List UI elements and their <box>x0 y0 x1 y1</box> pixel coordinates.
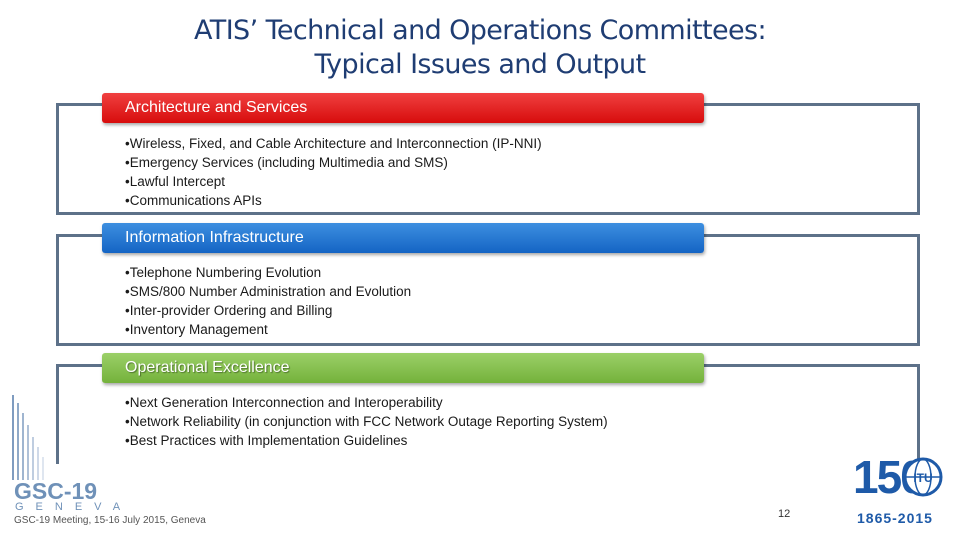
list-item: Inter-provider Ordering and Billing <box>125 301 411 320</box>
slide-title-line-2: Typical Issues and Output <box>314 49 646 80</box>
list-item: SMS/800 Number Administration and Evolut… <box>125 282 411 301</box>
list-item: Wireless, Fixed, and Cable Architecture … <box>125 134 542 153</box>
gsc-bars-icon <box>12 395 44 480</box>
itu-dates: 1865-2015 <box>857 510 933 526</box>
slide-title: ATIS’ Technical and Operations Committee… <box>120 14 840 82</box>
list-item: Inventory Management <box>125 320 411 339</box>
list-item: Telephone Numbering Evolution <box>125 263 411 282</box>
list-item: Lawful Intercept <box>125 172 542 191</box>
footer-text: GSC-19 Meeting, 15-16 July 2015, Geneva <box>14 515 206 526</box>
itu-globe-icon: ITU <box>903 457 943 497</box>
gsc-logo: GSC-19 <box>14 478 98 504</box>
section-header-architecture: Architecture and Services <box>102 93 704 123</box>
section-list-operational: Next Generation Interconnection and Inte… <box>125 393 608 450</box>
page-number: 12 <box>778 508 791 520</box>
section-header-information: Information Infrastructure <box>102 223 704 253</box>
section-header-operational: Operational Excellence <box>102 353 704 383</box>
list-item: Best Practices with Implementation Guide… <box>125 431 608 450</box>
list-item: Communications APIs <box>125 191 542 210</box>
list-item: Next Generation Interconnection and Inte… <box>125 393 608 412</box>
gsc-logo-geneva: GENEVA <box>15 501 133 513</box>
itu-globe-label: ITU <box>913 471 932 485</box>
list-item: Emergency Services (including Multimedia… <box>125 153 542 172</box>
list-item: Network Reliability (in conjunction with… <box>125 412 608 431</box>
section-list-architecture: Wireless, Fixed, and Cable Architecture … <box>125 134 542 210</box>
slide-title-line-1: ATIS’ Technical and Operations Committee… <box>194 15 767 46</box>
section-list-information: Telephone Numbering Evolution SMS/800 Nu… <box>125 263 411 339</box>
